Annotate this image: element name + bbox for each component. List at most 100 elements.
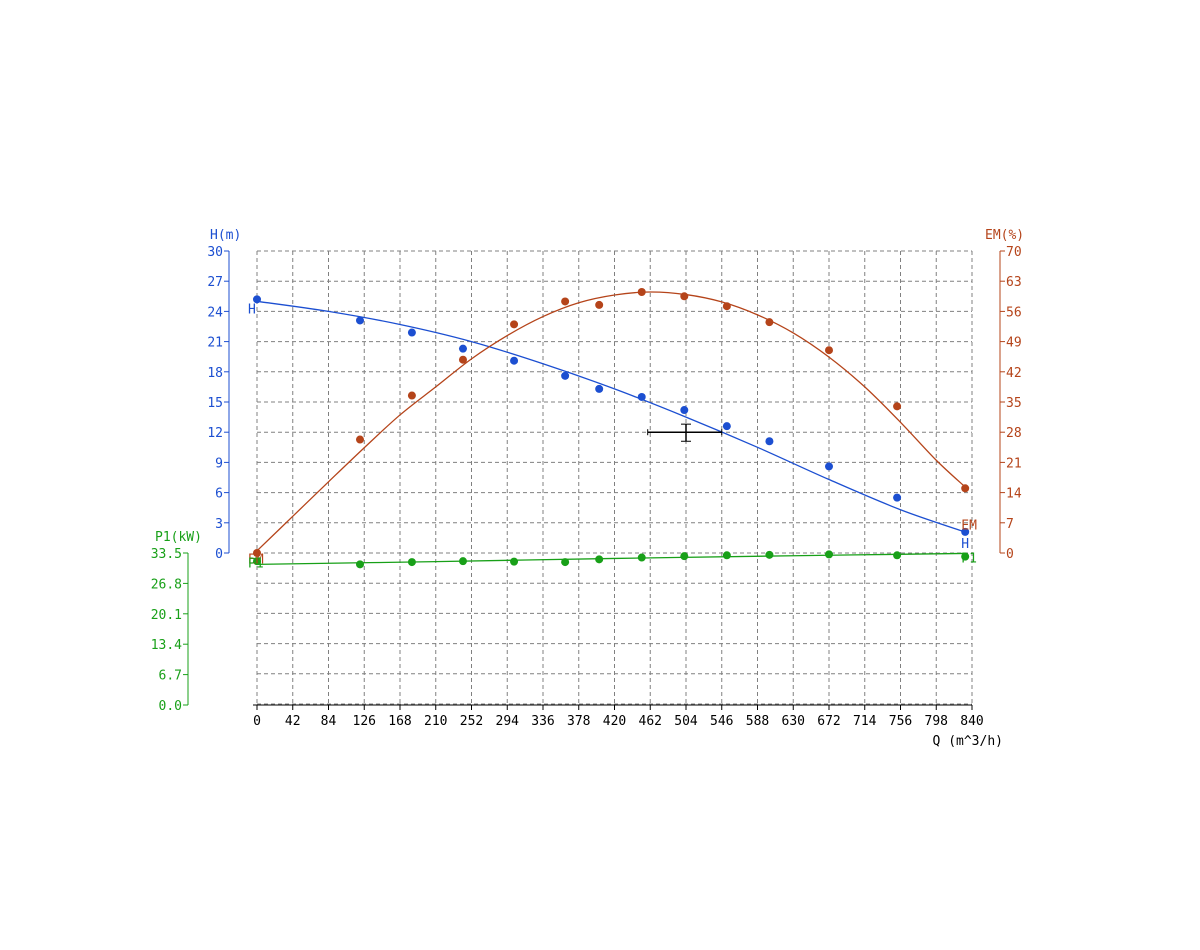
- x-axis-tick-label: 756: [889, 714, 912, 729]
- p1-data-point: [407, 558, 416, 567]
- x-axis-tick-label: 588: [746, 714, 769, 729]
- x-axis-tick-label: 42: [285, 714, 301, 729]
- h-curve: [256, 300, 968, 534]
- x-axis-tick-label: 0: [253, 714, 261, 729]
- em-axis-tick-label: 14: [1006, 487, 1022, 502]
- p1-data-point: [458, 557, 467, 566]
- x-axis-title: Q (m^3/h): [933, 734, 1003, 749]
- h-data-point: [637, 392, 646, 401]
- em-data-point: [561, 297, 570, 306]
- em-axis-tick-label: 35: [1006, 396, 1022, 411]
- h-data-point: [595, 384, 604, 393]
- x-axis-tick-label: 420: [603, 714, 626, 729]
- h-axis-tick-label: 30: [207, 245, 223, 260]
- x-axis-tick-label: 168: [388, 714, 411, 729]
- h-data-point: [825, 462, 833, 471]
- em-data-point: [637, 287, 646, 296]
- series-layer: [253, 287, 970, 569]
- p1-data-point: [355, 560, 364, 569]
- em-axis-title: EM(%): [985, 228, 1024, 243]
- p1-axis-tick-label: 6.7: [159, 669, 182, 684]
- h-axis-tick-label: 24: [207, 305, 223, 320]
- em-data-point: [458, 355, 467, 364]
- h-axis-tick-label: 21: [207, 336, 223, 351]
- p1-axis-tick-label: 13.4: [151, 638, 182, 653]
- h-axis-tick-label: 6: [215, 487, 223, 502]
- p1-axis-tick-label: 20.1: [151, 608, 182, 623]
- h-data-point: [561, 371, 570, 380]
- h-axis-tick-label: 15: [207, 396, 223, 411]
- p1-curve: [256, 552, 966, 565]
- p1-curve-label: P1: [961, 552, 977, 567]
- h-axis-tick-label: 9: [215, 456, 223, 471]
- em-data-point: [510, 320, 519, 329]
- h-axis-tick-label: 3: [215, 517, 223, 532]
- h-axis-tick-label: 18: [207, 366, 223, 381]
- x-axis-tick-label: 336: [531, 714, 554, 729]
- p1-data-point: [893, 551, 902, 560]
- em-data-point: [355, 435, 364, 444]
- x-axis-tick-label: 462: [639, 714, 662, 729]
- em-axis-tick-label: 70: [1006, 245, 1022, 260]
- x-axis-tick-label: 210: [424, 714, 447, 729]
- em-data-point: [825, 346, 833, 355]
- p1-data-point: [825, 550, 833, 559]
- em-data-point: [765, 318, 774, 327]
- x-axis-tick-label: 714: [853, 714, 877, 729]
- p1-data-point: [765, 550, 774, 559]
- series-em: [253, 287, 970, 557]
- p1-data-point: [722, 551, 731, 560]
- em-axis-tick-label: 49: [1006, 336, 1022, 351]
- x-axis-tick-label: 126: [353, 714, 376, 729]
- h-axis-tick-label: 27: [207, 275, 223, 290]
- operating-point-marker: [647, 423, 723, 442]
- h-axis-title: H(m): [210, 228, 241, 243]
- h-data-point: [407, 328, 416, 337]
- h-data-point: [355, 316, 364, 325]
- em-data-point: [407, 391, 416, 400]
- h-curve-label: H: [961, 537, 969, 552]
- series-p1: [253, 550, 970, 569]
- em-data-point: [680, 292, 689, 301]
- h-data-point: [253, 295, 261, 304]
- p1-data-point: [595, 555, 604, 564]
- h-data-point: [510, 356, 519, 365]
- h-data-point: [722, 422, 731, 431]
- p1-data-point: [961, 552, 970, 561]
- h-data-point: [765, 437, 774, 446]
- h-data-point: [961, 527, 970, 536]
- p1-data-point: [561, 558, 570, 567]
- x-axis-tick-label: 84: [321, 714, 337, 729]
- em-curve: [256, 291, 966, 552]
- x-axis-tick-label: 252: [460, 714, 483, 729]
- em-axis-tick-label: 28: [1006, 426, 1022, 441]
- h-axis-tick-label: 12: [207, 426, 223, 441]
- p1-data-point: [253, 557, 261, 566]
- em-axis-tick-label: 63: [1006, 275, 1022, 290]
- x-axis-tick-label: 672: [817, 714, 840, 729]
- p1-curve-label: P1: [248, 557, 264, 572]
- p1-data-point: [680, 552, 689, 561]
- p1-data-point: [510, 557, 519, 566]
- x-axis-tick-label: 546: [710, 714, 733, 729]
- x-axis-tick-label: 378: [567, 714, 590, 729]
- em-data-point: [961, 484, 970, 493]
- x-axis-tick-label: 504: [674, 714, 698, 729]
- em-curve-label: EM: [248, 552, 264, 567]
- em-axis-tick-label: 42: [1006, 366, 1022, 381]
- h-data-point: [680, 406, 689, 415]
- p1-axis-tick-label: 33.5: [151, 547, 182, 562]
- x-axis-tick-label: 630: [782, 714, 805, 729]
- x-axis-tick-label: 840: [960, 714, 983, 729]
- em-axis-tick-label: 7: [1006, 517, 1014, 532]
- em-data-point: [595, 300, 604, 309]
- p1-axis-title: P1(kW): [155, 530, 202, 545]
- x-axis-tick-label: 798: [925, 714, 948, 729]
- p1-data-point: [637, 553, 646, 562]
- em-curve-label: EM: [961, 519, 977, 534]
- series-h: [253, 295, 970, 536]
- em-data-point: [893, 402, 902, 411]
- em-axis-tick-label: 0: [1006, 547, 1014, 562]
